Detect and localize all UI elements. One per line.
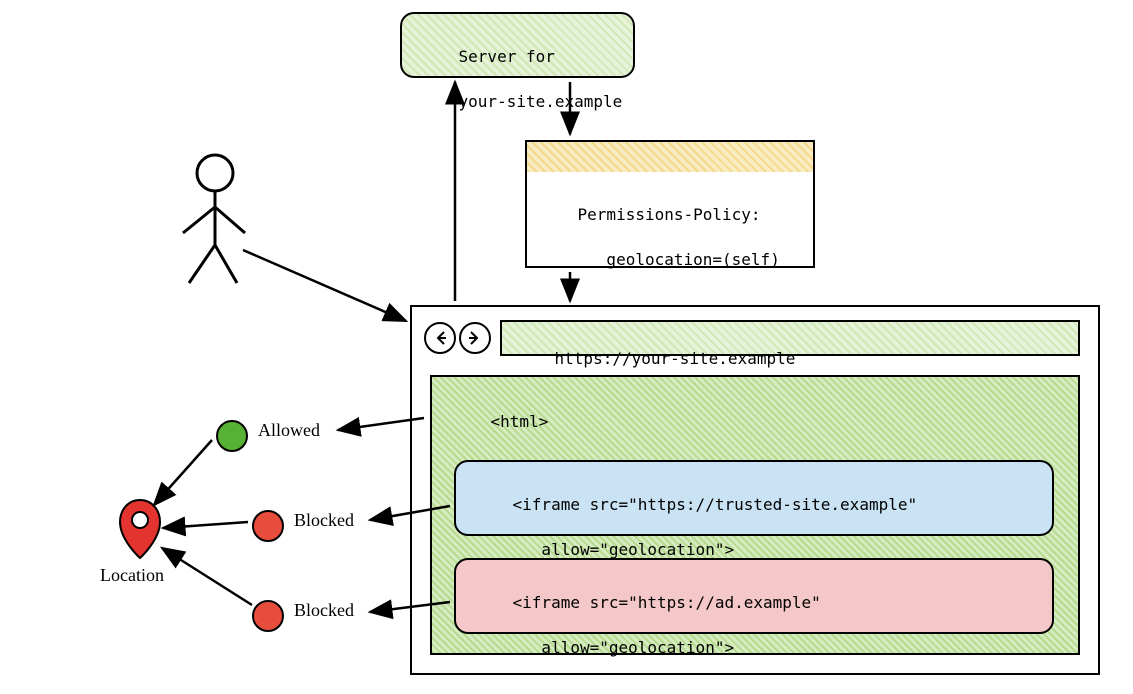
blocked2-label: Blocked xyxy=(294,600,354,621)
server-line2: your-site.example xyxy=(459,92,623,111)
server-box: Server for your-site.example xyxy=(400,12,635,78)
iframe-ad-l1: <iframe src="https://ad.example" xyxy=(513,593,821,612)
allowed-to-location xyxy=(154,440,212,505)
response-header-bar: Response Header xyxy=(525,140,815,174)
location-pin-icon xyxy=(120,500,160,558)
blocked2-dot xyxy=(252,600,284,632)
html-open: <html> xyxy=(491,412,549,431)
diagram-stage: Server for your-site.example Response He… xyxy=(0,0,1133,694)
url-text: https://your-site.example xyxy=(555,349,796,368)
stick-figure-icon xyxy=(183,155,245,283)
response-line2: geolocation=(self) xyxy=(578,250,780,269)
iframe-trusted-l1: <iframe src="https://trusted-site.exampl… xyxy=(513,495,918,514)
allowed-dot xyxy=(216,420,248,452)
blocked2-to-location xyxy=(162,548,252,605)
allowed-label: Allowed xyxy=(258,420,320,441)
iframe-trusted-l2: allow="geolocation"> xyxy=(513,540,735,559)
blocked1-label: Blocked xyxy=(294,510,354,531)
iframe-ad: <iframe src="https://ad.example" allow="… xyxy=(454,558,1054,634)
response-body: Permissions-Policy: geolocation=(self) xyxy=(525,172,815,268)
url-bar: https://your-site.example xyxy=(500,320,1080,356)
location-label: Location xyxy=(100,565,164,586)
user-to-browser xyxy=(243,250,406,321)
iframe-ad-l2: allow="geolocation"> xyxy=(513,638,735,657)
blocked1-dot xyxy=(252,510,284,542)
iframe-trusted: <iframe src="https://trusted-site.exampl… xyxy=(454,460,1054,536)
response-line1: Permissions-Policy: xyxy=(578,205,761,224)
blocked1-to-location xyxy=(163,522,248,528)
server-line1: Server for xyxy=(459,47,555,66)
